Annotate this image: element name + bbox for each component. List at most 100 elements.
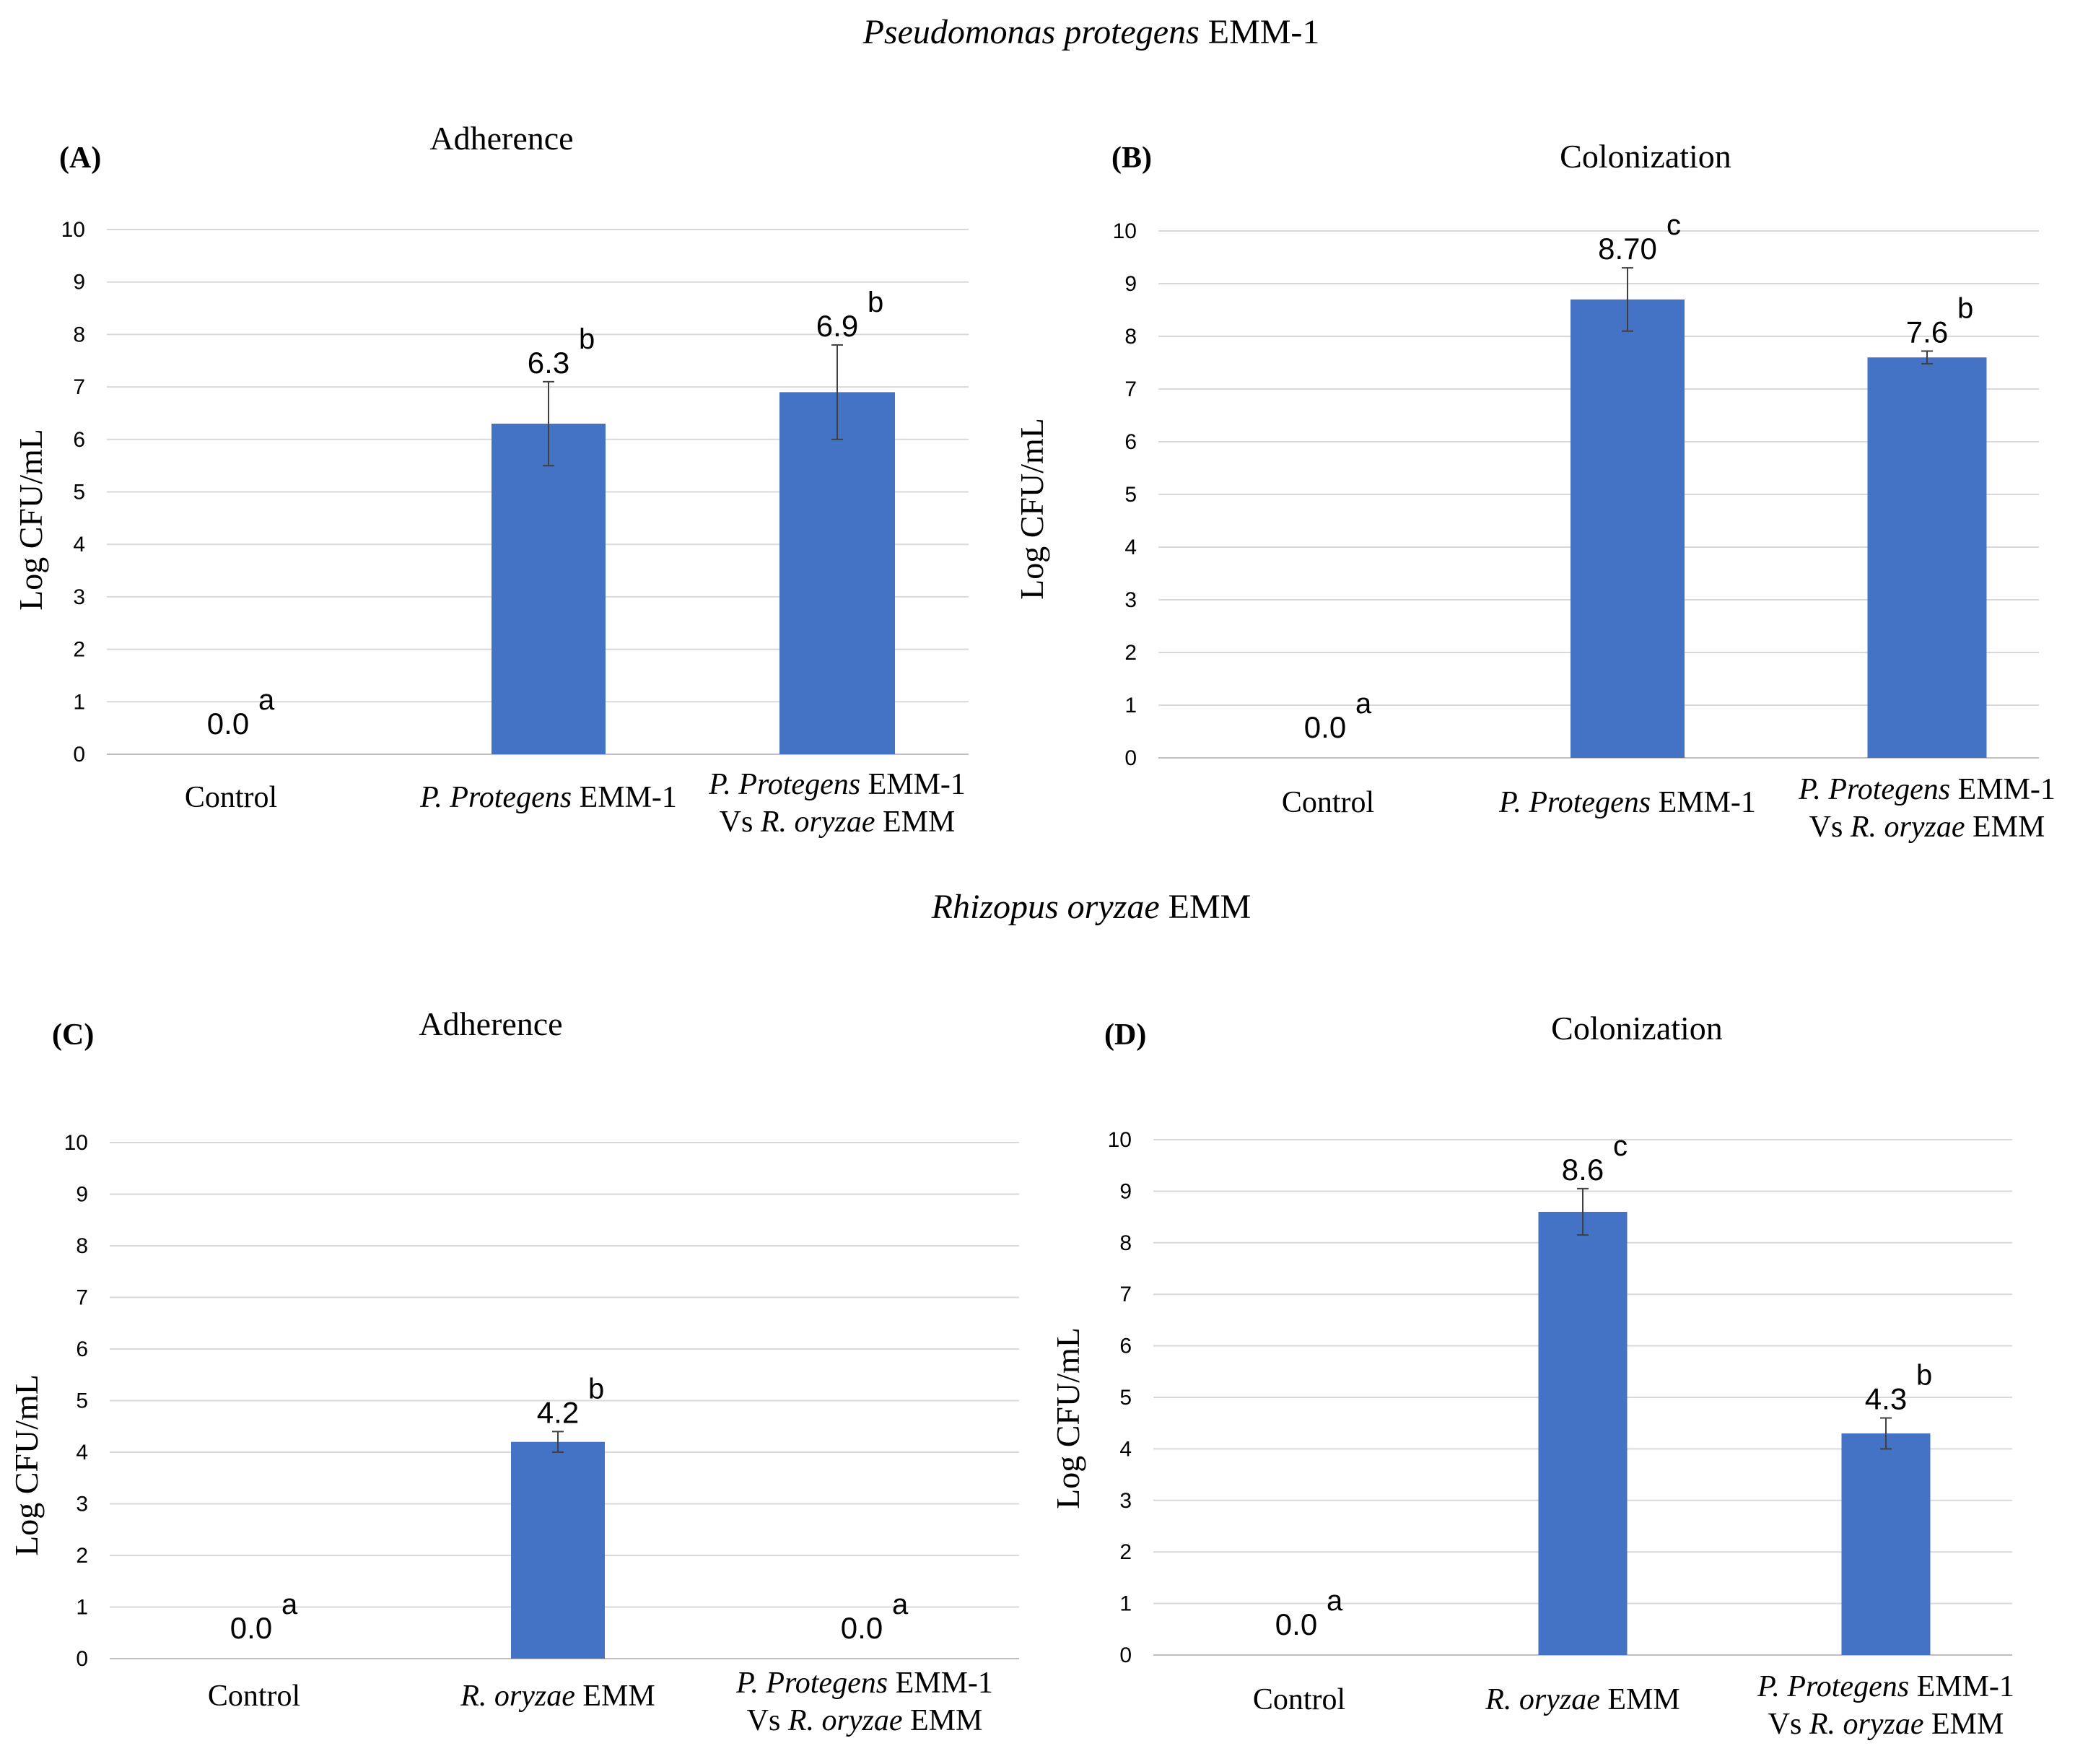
y-tick-label: 2 [1124, 641, 1137, 665]
data-label: 7.6 [1906, 315, 1948, 349]
y-tick-label: 1 [1124, 694, 1137, 717]
panel-label: (D) [1104, 1018, 1146, 1052]
data-label: 6.3 [528, 346, 569, 380]
chart-panel-d: (D) Colonization 0 1 2 3 4 5 6 7 8 9 10 Log CFU/mL 0.0… [1049, 1010, 2014, 1741]
y-axis-label: Log CFU/mL [1049, 1327, 1086, 1509]
data-label: 6.9 [816, 309, 858, 343]
y-tick-label: 3 [76, 1493, 88, 1516]
data-label: 8.6 [1562, 1153, 1604, 1187]
chart-title: Colonization [1560, 138, 1731, 175]
y-tick-label: 9 [1119, 1179, 1132, 1203]
significance-letter: a [281, 1589, 298, 1620]
y-tick-label: 7 [76, 1286, 88, 1310]
bar [511, 1441, 605, 1659]
x-tick-label: P. Protegens EMM-1 [1498, 786, 1756, 819]
x-tick-label: P. Protegens EMM-1 [735, 1667, 993, 1700]
y-tick-label: 5 [73, 481, 85, 505]
y-tick-label: 10 [1108, 1128, 1132, 1152]
significance-letter: b [1957, 292, 1973, 324]
bar [1538, 1211, 1628, 1655]
y-tick-label: 10 [64, 1131, 88, 1155]
x-tick-label: Control [208, 1680, 300, 1713]
significance-letter: a [892, 1589, 909, 1620]
chart-title: Adherence [419, 1005, 562, 1042]
y-axis-label: Log CFU/mL [8, 1374, 45, 1556]
data-label: 0.0 [841, 1611, 883, 1645]
chart-panel-b: (B) Colonization 0 1 2 3 4 5 6 7 8 9 10 Log CFU/mL 0.0… [1013, 138, 2056, 844]
significance-letter: c [1666, 209, 1681, 241]
x-tick-label: Vs R. oryzae EMM [1768, 1708, 2004, 1741]
y-tick-label: 2 [1119, 1540, 1132, 1564]
data-label: 4.3 [1865, 1382, 1907, 1416]
x-tick-label: P. Protegens EMM-1 [1798, 773, 2056, 806]
data-label: 0.0 [207, 707, 249, 741]
x-tick-label: P. Protegens EMM-1 [708, 768, 966, 801]
x-tick-label: Control [1282, 786, 1374, 819]
y-tick-label: 10 [61, 218, 85, 242]
chart-panel-c: (C) Adherence 0 1 2 3 4 5 6 7 8 9 10 Log CFU/mL 0.0 a 4.… [8, 1005, 1019, 1737]
x-tick-label: Vs R. oryzae EMM [1809, 811, 2045, 844]
y-tick-label: 7 [73, 375, 85, 399]
y-tick-label: 6 [1119, 1335, 1132, 1358]
data-label: 0.0 [230, 1611, 272, 1645]
y-tick-label: 8 [76, 1234, 88, 1258]
significance-letter: b [868, 287, 883, 318]
y-axis-label: Log CFU/mL [12, 429, 49, 611]
y-tick-label: 5 [1119, 1386, 1132, 1410]
x-tick-label: Control [185, 781, 277, 814]
y-axis-label: Log CFU/mL [1013, 418, 1050, 600]
y-tick-label: 5 [76, 1389, 88, 1413]
y-tick-label: 1 [76, 1596, 88, 1620]
y-tick-label: 7 [1124, 377, 1137, 401]
x-tick-label: Control [1253, 1683, 1345, 1716]
x-tick-label: R. oryzae EMM [460, 1680, 655, 1713]
y-tick-label: 7 [1119, 1283, 1132, 1306]
y-tick-label: 10 [1113, 219, 1137, 243]
y-tick-label: 6 [73, 428, 85, 452]
x-tick-label: P. Protegens EMM-1 [419, 781, 677, 814]
x-tick-label: Vs R. oryzae EMM [747, 1704, 983, 1737]
y-tick-label: 4 [76, 1441, 88, 1464]
section-title: Pseudomonas protegens EMM-1 [862, 13, 1320, 51]
bar [1867, 357, 1987, 758]
significance-letter: a [1327, 1585, 1343, 1617]
y-tick-label: 1 [1119, 1592, 1132, 1616]
panel-label: (A) [59, 141, 101, 175]
bar [779, 392, 895, 754]
data-label: 0.0 [1304, 710, 1346, 744]
y-tick-label: 9 [1124, 272, 1137, 296]
significance-letter: c [1613, 1130, 1628, 1162]
y-tick-label: 1 [73, 690, 85, 714]
y-tick-label: 4 [1124, 536, 1137, 559]
x-tick-label: R. oryzae EMM [1485, 1683, 1680, 1716]
panel-label: (B) [1111, 141, 1152, 175]
y-tick-label: 8 [1124, 325, 1137, 349]
bar [492, 423, 606, 754]
y-tick-label: 4 [1119, 1437, 1132, 1461]
y-tick-label: 9 [76, 1183, 88, 1207]
chart-title: Adherence [429, 120, 573, 157]
y-tick-label: 2 [73, 638, 85, 662]
y-tick-label: 4 [73, 533, 85, 556]
y-tick-label: 0 [1119, 1643, 1132, 1667]
significance-letter: b [1916, 1360, 1932, 1392]
y-tick-label: 8 [73, 323, 85, 346]
x-tick-label: P. Protegens EMM-1 [1757, 1670, 2014, 1703]
y-tick-label: 9 [73, 271, 85, 294]
y-tick-label: 0 [76, 1647, 88, 1671]
section-title: Rhizopus oryzae EMM [931, 888, 1251, 926]
y-tick-label: 8 [1119, 1231, 1132, 1255]
y-tick-label: 6 [1124, 430, 1137, 454]
data-label: 8.70 [1598, 232, 1657, 266]
panel-label: (C) [52, 1018, 94, 1052]
bar [1841, 1433, 1931, 1655]
y-tick-label: 5 [1124, 483, 1137, 507]
data-label: 0.0 [1275, 1607, 1317, 1641]
y-tick-label: 6 [76, 1337, 88, 1361]
y-tick-label: 0 [1124, 746, 1137, 770]
y-tick-label: 0 [73, 743, 85, 767]
chart-panel-a: (A) Adherence 0 1 2 3 4 5 6 7 8 9 10 Log CFU/mL 0.0 a 6.… [12, 120, 969, 839]
y-tick-label: 3 [1124, 588, 1137, 612]
